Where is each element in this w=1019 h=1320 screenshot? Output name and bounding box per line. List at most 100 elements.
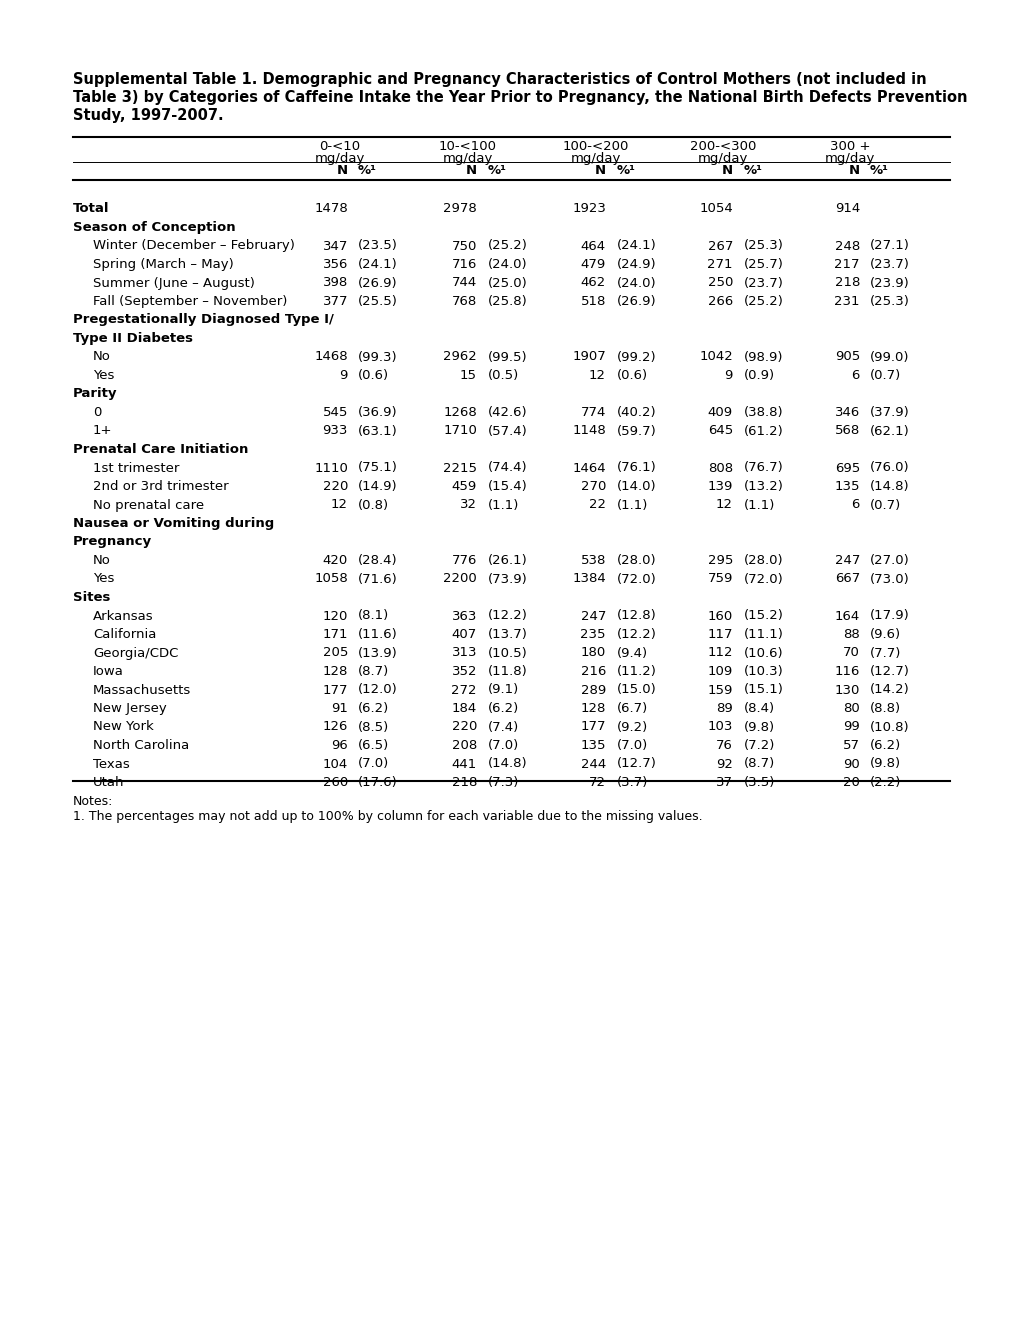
Text: (25.2): (25.2) bbox=[743, 294, 784, 308]
Text: Arkansas: Arkansas bbox=[93, 610, 154, 623]
Text: 1. The percentages may not add up to 100% by column for each variable due to the: 1. The percentages may not add up to 100… bbox=[73, 810, 702, 822]
Text: (99.5): (99.5) bbox=[487, 351, 527, 363]
Text: (25.2): (25.2) bbox=[487, 239, 528, 252]
Text: Pregnancy: Pregnancy bbox=[73, 536, 152, 549]
Text: (10.3): (10.3) bbox=[743, 665, 783, 678]
Text: (11.8): (11.8) bbox=[487, 665, 527, 678]
Text: 462: 462 bbox=[580, 276, 605, 289]
Text: 12: 12 bbox=[331, 499, 347, 511]
Text: (17.6): (17.6) bbox=[358, 776, 397, 789]
Text: (98.9): (98.9) bbox=[743, 351, 783, 363]
Text: (6.2): (6.2) bbox=[487, 702, 519, 715]
Text: 76: 76 bbox=[715, 739, 733, 752]
Text: (37.9): (37.9) bbox=[869, 407, 909, 418]
Text: (27.1): (27.1) bbox=[869, 239, 909, 252]
Text: 9: 9 bbox=[339, 370, 347, 381]
Text: N: N bbox=[594, 164, 605, 177]
Text: (25.5): (25.5) bbox=[358, 294, 397, 308]
Text: 1058: 1058 bbox=[314, 573, 347, 586]
Text: 1468: 1468 bbox=[314, 351, 347, 363]
Text: 104: 104 bbox=[322, 758, 347, 771]
Text: 80: 80 bbox=[843, 702, 859, 715]
Text: (15.4): (15.4) bbox=[487, 480, 527, 492]
Text: mg/day: mg/day bbox=[697, 152, 748, 165]
Text: 99: 99 bbox=[843, 721, 859, 734]
Text: Notes:: Notes: bbox=[73, 795, 113, 808]
Text: 126: 126 bbox=[322, 721, 347, 734]
Text: 180: 180 bbox=[580, 647, 605, 660]
Text: (0.6): (0.6) bbox=[616, 370, 647, 381]
Text: Table 3) by Categories of Caffeine Intake the Year Prior to Pregnancy, the Natio: Table 3) by Categories of Caffeine Intak… bbox=[73, 90, 967, 106]
Text: No: No bbox=[93, 554, 111, 568]
Text: (7.0): (7.0) bbox=[616, 739, 648, 752]
Text: 750: 750 bbox=[451, 239, 477, 252]
Text: No: No bbox=[93, 351, 111, 363]
Text: 217: 217 bbox=[834, 257, 859, 271]
Text: Sites: Sites bbox=[73, 591, 110, 605]
Text: 1923: 1923 bbox=[572, 202, 605, 215]
Text: 37: 37 bbox=[715, 776, 733, 789]
Text: 266: 266 bbox=[707, 294, 733, 308]
Text: 117: 117 bbox=[707, 628, 733, 642]
Text: 1+: 1+ bbox=[93, 425, 112, 437]
Text: 247: 247 bbox=[834, 554, 859, 568]
Text: %¹: %¹ bbox=[616, 164, 636, 177]
Text: 441: 441 bbox=[451, 758, 477, 771]
Text: California: California bbox=[93, 628, 156, 642]
Text: (36.9): (36.9) bbox=[358, 407, 397, 418]
Text: 218: 218 bbox=[834, 276, 859, 289]
Text: (99.3): (99.3) bbox=[358, 351, 397, 363]
Text: (28.4): (28.4) bbox=[358, 554, 397, 568]
Text: Fall (September – November): Fall (September – November) bbox=[93, 294, 287, 308]
Text: 91: 91 bbox=[331, 702, 347, 715]
Text: (24.0): (24.0) bbox=[487, 257, 527, 271]
Text: (1.1): (1.1) bbox=[616, 499, 648, 511]
Text: (76.0): (76.0) bbox=[869, 462, 909, 474]
Text: 289: 289 bbox=[580, 684, 605, 697]
Text: (12.7): (12.7) bbox=[869, 665, 909, 678]
Text: (8.8): (8.8) bbox=[869, 702, 900, 715]
Text: 135: 135 bbox=[834, 480, 859, 492]
Text: N: N bbox=[466, 164, 477, 177]
Text: 1042: 1042 bbox=[699, 351, 733, 363]
Text: Nausea or Vomiting during: Nausea or Vomiting during bbox=[73, 517, 274, 531]
Text: (8.1): (8.1) bbox=[358, 610, 389, 623]
Text: 352: 352 bbox=[451, 665, 477, 678]
Text: 139: 139 bbox=[707, 480, 733, 492]
Text: (25.7): (25.7) bbox=[743, 257, 784, 271]
Text: N: N bbox=[336, 164, 347, 177]
Text: 177: 177 bbox=[322, 684, 347, 697]
Text: (10.6): (10.6) bbox=[743, 647, 783, 660]
Text: (8.5): (8.5) bbox=[358, 721, 389, 734]
Text: 260: 260 bbox=[322, 776, 347, 789]
Text: 130: 130 bbox=[834, 684, 859, 697]
Text: 92: 92 bbox=[715, 758, 733, 771]
Text: %¹: %¹ bbox=[869, 164, 889, 177]
Text: 208: 208 bbox=[451, 739, 477, 752]
Text: (9.6): (9.6) bbox=[869, 628, 900, 642]
Text: Summer (June – August): Summer (June – August) bbox=[93, 276, 255, 289]
Text: (24.0): (24.0) bbox=[616, 276, 656, 289]
Text: N: N bbox=[721, 164, 733, 177]
Text: 267: 267 bbox=[707, 239, 733, 252]
Text: Texas: Texas bbox=[93, 758, 129, 771]
Text: 346: 346 bbox=[834, 407, 859, 418]
Text: 100-<200: 100-<200 bbox=[562, 140, 629, 153]
Text: %¹: %¹ bbox=[358, 164, 377, 177]
Text: 184: 184 bbox=[451, 702, 477, 715]
Text: (12.2): (12.2) bbox=[616, 628, 656, 642]
Text: (10.5): (10.5) bbox=[487, 647, 527, 660]
Text: 776: 776 bbox=[451, 554, 477, 568]
Text: 2200: 2200 bbox=[443, 573, 477, 586]
Text: 356: 356 bbox=[322, 257, 347, 271]
Text: (14.9): (14.9) bbox=[358, 480, 397, 492]
Text: (12.7): (12.7) bbox=[616, 758, 656, 771]
Text: Yes: Yes bbox=[93, 370, 114, 381]
Text: (76.7): (76.7) bbox=[743, 462, 783, 474]
Text: 545: 545 bbox=[322, 407, 347, 418]
Text: 218: 218 bbox=[451, 776, 477, 789]
Text: (8.7): (8.7) bbox=[743, 758, 774, 771]
Text: 1148: 1148 bbox=[572, 425, 605, 437]
Text: (61.2): (61.2) bbox=[743, 425, 783, 437]
Text: 177: 177 bbox=[580, 721, 605, 734]
